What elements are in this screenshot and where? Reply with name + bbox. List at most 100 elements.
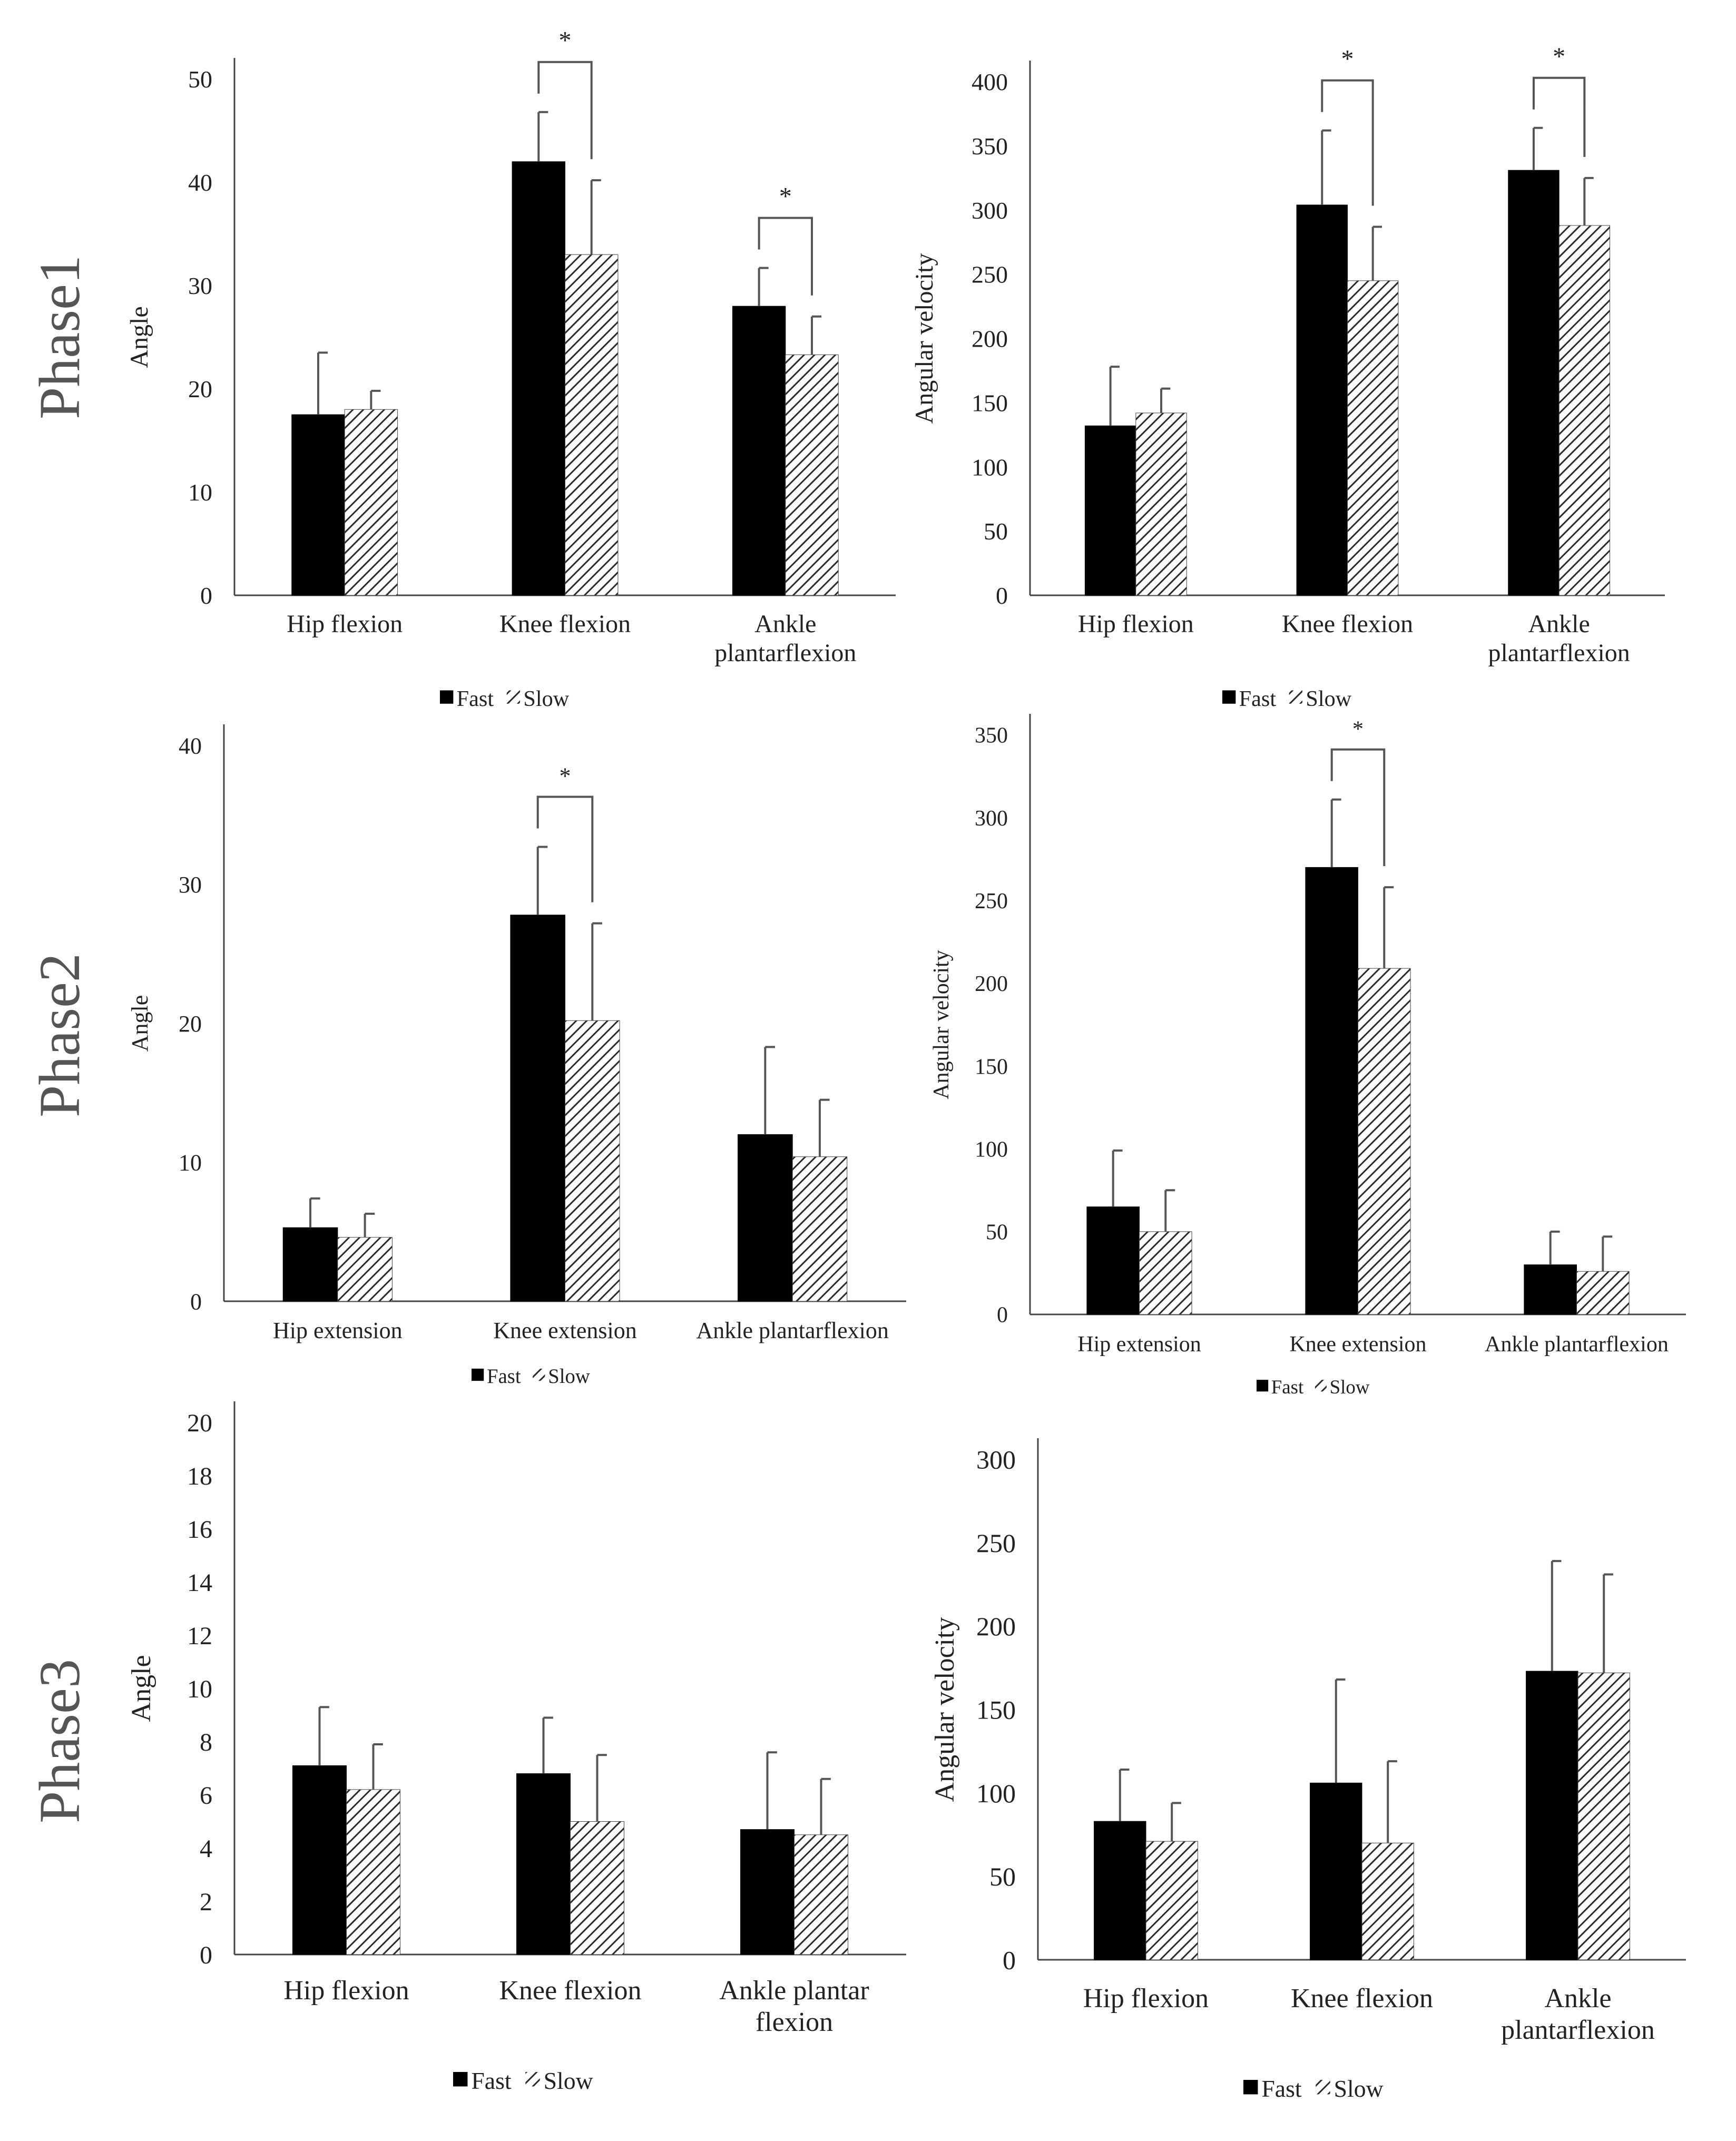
y-tick-label: 10 bbox=[187, 1675, 212, 1703]
legend-label-fast: Fast bbox=[1271, 1376, 1304, 1398]
bar-slow bbox=[794, 1834, 848, 1955]
category-label: Ankle bbox=[1528, 610, 1590, 638]
y-tick-label: 100 bbox=[975, 1137, 1008, 1162]
significance-star: * bbox=[1553, 43, 1565, 71]
category-label: Knee extension bbox=[493, 1318, 636, 1343]
chart-p1-velocity: 0 50 100 150 200 250 300 350 400 Angular velocity… bbox=[910, 43, 1665, 711]
legend-swatch-fast bbox=[453, 2071, 468, 2087]
significance-bracket bbox=[537, 61, 593, 160]
y-tick-label: 300 bbox=[975, 807, 1008, 831]
y-tick-label: 18 bbox=[187, 1462, 212, 1490]
bar-slow bbox=[785, 354, 839, 596]
bar-fast bbox=[740, 1829, 795, 1955]
category-label: Knee flexion bbox=[499, 1976, 641, 2006]
y-axis-label: Angle bbox=[126, 1655, 156, 1722]
significance-star: * bbox=[560, 763, 571, 789]
y-tick-label: 40 bbox=[179, 733, 202, 759]
legend-label-slow: Slow bbox=[544, 2067, 593, 2094]
y-tick-label: 250 bbox=[976, 1528, 1016, 1558]
bar-slow bbox=[1135, 413, 1187, 596]
bar-slow bbox=[346, 1789, 400, 1955]
y-tick-label: 50 bbox=[188, 66, 212, 93]
phase1-label: Phase1 bbox=[27, 255, 92, 419]
category-label: Ankle bbox=[754, 610, 816, 638]
y-tick-label: 2 bbox=[200, 1888, 212, 1916]
y-tick-label: 200 bbox=[976, 1612, 1016, 1641]
y-tick-label: 0 bbox=[997, 1303, 1008, 1328]
chart-p3-angle: 0 2 4 6 8 10 12 14 16 18 20 Angle Hip flexion Knee fl… bbox=[126, 1401, 906, 2094]
bar-slow bbox=[1361, 1842, 1414, 1960]
bar-slow bbox=[1347, 280, 1399, 596]
y-tick-label: 12 bbox=[187, 1622, 212, 1650]
y-tick-label: 300 bbox=[972, 197, 1008, 224]
significance-bracket bbox=[1330, 748, 1386, 867]
y-tick-label: 4 bbox=[200, 1835, 212, 1863]
y-axis-label: Angle bbox=[127, 995, 153, 1052]
significance-bracket bbox=[1321, 79, 1374, 206]
y-tick-label: 40 bbox=[188, 169, 212, 196]
y-tick-label: 8 bbox=[200, 1728, 212, 1756]
category-label: Ankle plantarflexion bbox=[1485, 1332, 1669, 1357]
y-tick-label: 200 bbox=[972, 326, 1008, 352]
bar-slow bbox=[1577, 1672, 1630, 1960]
legend-swatch-slow bbox=[525, 2071, 540, 2087]
category-label: Ankle bbox=[1544, 1983, 1611, 2014]
y-tick-label: 0 bbox=[1003, 1946, 1016, 1975]
legend-swatch-slow bbox=[1316, 2079, 1330, 2095]
bar-fast bbox=[291, 414, 345, 596]
bar-fast bbox=[1310, 1782, 1362, 1960]
bar-fast bbox=[1296, 204, 1348, 596]
legend-swatch-slow bbox=[506, 690, 521, 704]
y-tick-label: 50 bbox=[984, 518, 1008, 545]
category-label: Hip extension bbox=[1077, 1332, 1201, 1357]
legend-swatch-slow bbox=[1289, 690, 1303, 704]
legend-label-fast: Fast bbox=[487, 1365, 521, 1388]
y-tick-label: 150 bbox=[976, 1695, 1016, 1725]
legend-label-fast: Fast bbox=[1261, 2075, 1302, 2102]
bar-slow bbox=[1558, 225, 1611, 596]
bar-slow bbox=[570, 1821, 624, 1955]
bar-fast bbox=[1084, 425, 1136, 596]
bar-fast bbox=[512, 161, 565, 596]
legend-label-fast: Fast bbox=[471, 2067, 512, 2094]
phase2-label: Phase2 bbox=[27, 953, 92, 1117]
category-label: plantarflexion bbox=[1501, 2015, 1655, 2045]
legend-label-slow: Slow bbox=[523, 686, 569, 711]
category-label: Knee flexion bbox=[1291, 1983, 1433, 2014]
y-tick-label: 50 bbox=[986, 1221, 1008, 1245]
bar-fast bbox=[516, 1773, 571, 1955]
significance-star: * bbox=[559, 27, 572, 55]
y-axis-label: Angular velocity bbox=[930, 1617, 960, 1802]
legend-swatch-fast bbox=[1222, 690, 1236, 704]
y-tick-label: 350 bbox=[972, 133, 1008, 160]
bar-fast bbox=[1305, 867, 1358, 1315]
significance-star: * bbox=[1341, 45, 1354, 73]
bar-slow bbox=[565, 254, 619, 596]
bar-slow bbox=[1358, 968, 1411, 1315]
y-tick-label: 30 bbox=[179, 872, 202, 898]
bar-fast bbox=[738, 1134, 793, 1302]
legend-swatch-fast bbox=[472, 1368, 484, 1381]
chart-p3-velocity: 0 50 100 150 200 250 300 Angular velocity Hip fl… bbox=[930, 1438, 1686, 2102]
y-tick-label: 250 bbox=[972, 261, 1008, 288]
bar-fast bbox=[1086, 1206, 1140, 1315]
y-tick-label: 200 bbox=[975, 972, 1008, 996]
bar-fast bbox=[282, 1227, 338, 1302]
y-axis-label: Angular velocity bbox=[910, 253, 938, 424]
chart-p1-angle: 0 10 20 30 40 50 Angle * * Hip flexion Knee flexio… bbox=[125, 27, 896, 711]
category-label: Knee flexion bbox=[1282, 610, 1413, 638]
y-tick-label: 150 bbox=[975, 1055, 1008, 1079]
bar-fast bbox=[1526, 1671, 1578, 1960]
category-label: Knee flexion bbox=[499, 610, 631, 638]
bar-slow bbox=[792, 1156, 848, 1302]
category-label: Hip extension bbox=[273, 1318, 403, 1343]
legend-label-slow: Slow bbox=[1334, 2075, 1384, 2102]
y-tick-label: 300 bbox=[976, 1445, 1016, 1475]
y-tick-label: 100 bbox=[976, 1779, 1016, 1808]
y-tick-label: 0 bbox=[200, 1941, 212, 1969]
bar-fast bbox=[1524, 1264, 1577, 1315]
category-label: Knee extension bbox=[1289, 1332, 1426, 1357]
category-label: Hip flexion bbox=[1078, 610, 1194, 638]
bar-fast bbox=[510, 915, 566, 1302]
